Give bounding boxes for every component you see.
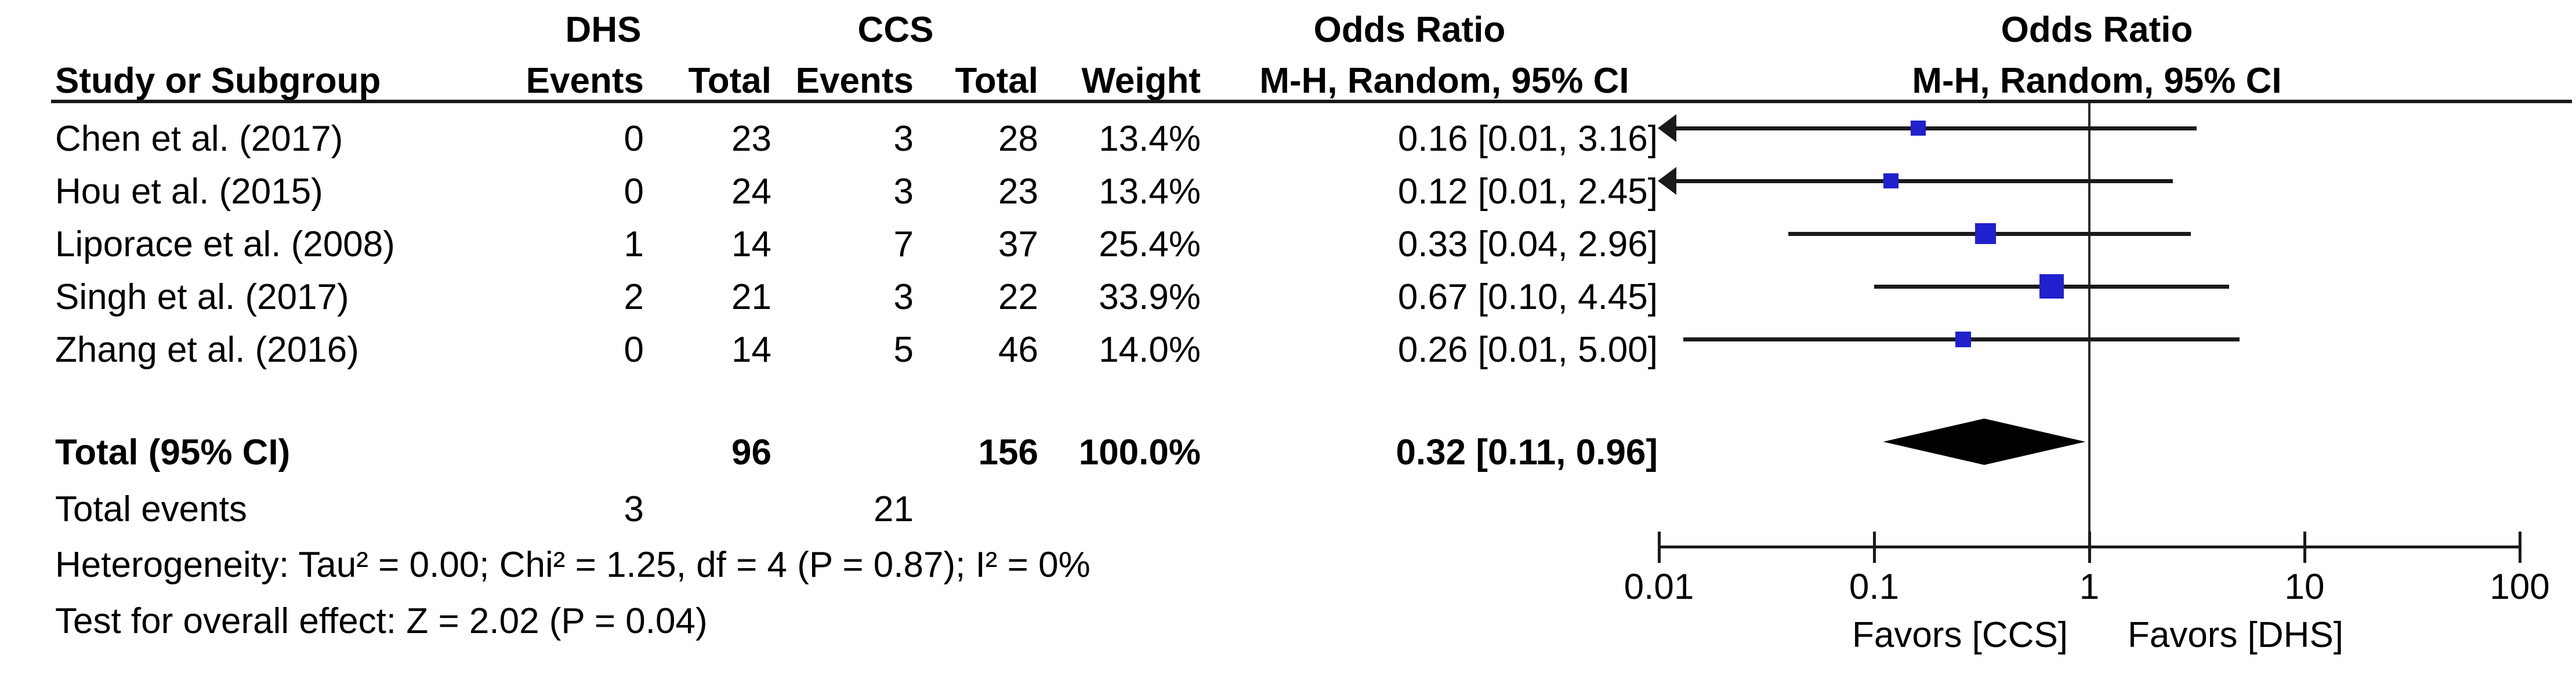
study-dhs-events: 0 xyxy=(624,330,644,370)
axis-tick-label: 0.01 xyxy=(1624,567,1694,607)
study-weight: 33.9% xyxy=(1099,277,1201,317)
total-events-label: Total events xyxy=(55,489,247,529)
study-or-ci: 0.12 [0.01, 2.45] xyxy=(1397,172,1658,212)
study-dhs-events: 2 xyxy=(624,277,644,317)
total-row-ccs-total: 156 xyxy=(978,432,1038,472)
study-label: Hou et al. (2015) xyxy=(55,172,323,212)
study-dhs-events: 0 xyxy=(624,119,644,159)
total-events-ccs: 21 xyxy=(874,489,914,529)
x-axis-label-favors-right: Favors [DHS] xyxy=(2127,615,2344,655)
study-label: Singh et al. (2017) xyxy=(55,277,349,317)
total-row-dhs-total: 96 xyxy=(731,432,771,472)
effect-square xyxy=(1955,332,1971,347)
overall-effect-note: Test for overall effect: Z = 2.02 (P = 0… xyxy=(55,601,708,641)
study-label: Zhang et al. (2016) xyxy=(55,330,359,370)
study-weight: 13.4% xyxy=(1099,172,1201,212)
total-row-label: Total (95% CI) xyxy=(55,432,291,472)
total-events-dhs: 3 xyxy=(624,489,644,529)
null-effect-line xyxy=(2088,103,2090,547)
effect-square xyxy=(1911,121,1926,136)
study-dhs-total: 14 xyxy=(731,330,771,370)
ci-clip-arrow-left-icon xyxy=(1658,114,1676,142)
study-dhs-total: 14 xyxy=(731,224,771,264)
study-ccs-events: 7 xyxy=(893,224,914,264)
study-dhs-total: 23 xyxy=(731,119,771,159)
study-or-ci: 0.26 [0.01, 5.00] xyxy=(1397,330,1658,370)
col-header-weight: Weight xyxy=(1081,61,1201,101)
study-weight: 14.0% xyxy=(1099,330,1201,370)
ci-line xyxy=(1674,179,2173,183)
group-header-odds-ratio-right: Odds Ratio xyxy=(2001,10,2193,50)
study-ccs-events: 3 xyxy=(893,277,914,317)
study-weight: 25.4% xyxy=(1099,224,1201,264)
study-weight: 13.4% xyxy=(1099,119,1201,159)
effect-square xyxy=(2039,274,2064,299)
group-header-dhs: DHS xyxy=(565,10,642,50)
ci-line xyxy=(1674,126,2197,130)
col-header-dhs-total: Total xyxy=(688,61,772,101)
ci-clip-arrow-left-icon xyxy=(1658,167,1676,195)
axis-tick xyxy=(2088,532,2091,563)
axis-tick xyxy=(2303,532,2306,563)
study-ccs-total: 22 xyxy=(998,277,1038,317)
study-ccs-total: 23 xyxy=(998,172,1038,212)
study-ccs-total: 28 xyxy=(998,119,1038,159)
study-ccs-total: 37 xyxy=(998,224,1038,264)
axis-tick-label: 1 xyxy=(2079,567,2100,607)
axis-tick-label: 0.1 xyxy=(1849,567,1900,607)
axis-tick xyxy=(1873,532,1876,563)
col-header-study: Study or Subgroup xyxy=(55,61,381,101)
col-header-dhs-events: Events xyxy=(526,61,644,101)
axis-tick xyxy=(2519,532,2521,563)
study-label: Chen et al. (2017) xyxy=(55,119,343,159)
study-ccs-events: 3 xyxy=(893,172,914,212)
heterogeneity-note: Heterogeneity: Tau² = 0.00; Chi² = 1.25,… xyxy=(55,545,1090,585)
study-ccs-events: 5 xyxy=(893,330,914,370)
study-or-ci: 0.16 [0.01, 3.16] xyxy=(1397,119,1658,159)
study-dhs-total: 24 xyxy=(731,172,771,212)
study-label: Liporace et al. (2008) xyxy=(55,224,395,264)
study-or-ci: 0.67 [0.10, 4.45] xyxy=(1397,277,1658,317)
axis-tick xyxy=(1658,532,1661,563)
axis-tick-label: 100 xyxy=(2490,567,2550,607)
total-row-or-ci: 0.32 [0.11, 0.96] xyxy=(1396,432,1658,472)
pooled-diamond xyxy=(1883,419,2086,465)
col-header-mh-ci-left: M-H, Random, 95% CI xyxy=(1259,61,1629,101)
study-dhs-events: 1 xyxy=(624,224,644,264)
group-header-ccs: CCS xyxy=(857,10,934,50)
axis-tick-label: 10 xyxy=(2284,567,2325,607)
header-rule xyxy=(51,100,2572,103)
col-header-ccs-events: Events xyxy=(795,61,914,101)
study-or-ci: 0.33 [0.04, 2.96] xyxy=(1397,224,1658,264)
x-axis-label-favors-left: Favors [CCS] xyxy=(1852,615,2068,655)
effect-square xyxy=(1975,223,1996,244)
col-header-mh-ci-right: M-H, Random, 95% CI xyxy=(1912,61,2282,101)
study-ccs-events: 3 xyxy=(893,119,914,159)
study-dhs-events: 0 xyxy=(624,172,644,212)
study-ccs-total: 46 xyxy=(998,330,1038,370)
col-header-ccs-total: Total xyxy=(955,61,1039,101)
effect-square xyxy=(1883,173,1899,188)
study-dhs-total: 21 xyxy=(731,277,771,317)
total-row-weight: 100.0% xyxy=(1078,432,1201,472)
group-header-odds-ratio-left: Odds Ratio xyxy=(1313,10,1506,50)
